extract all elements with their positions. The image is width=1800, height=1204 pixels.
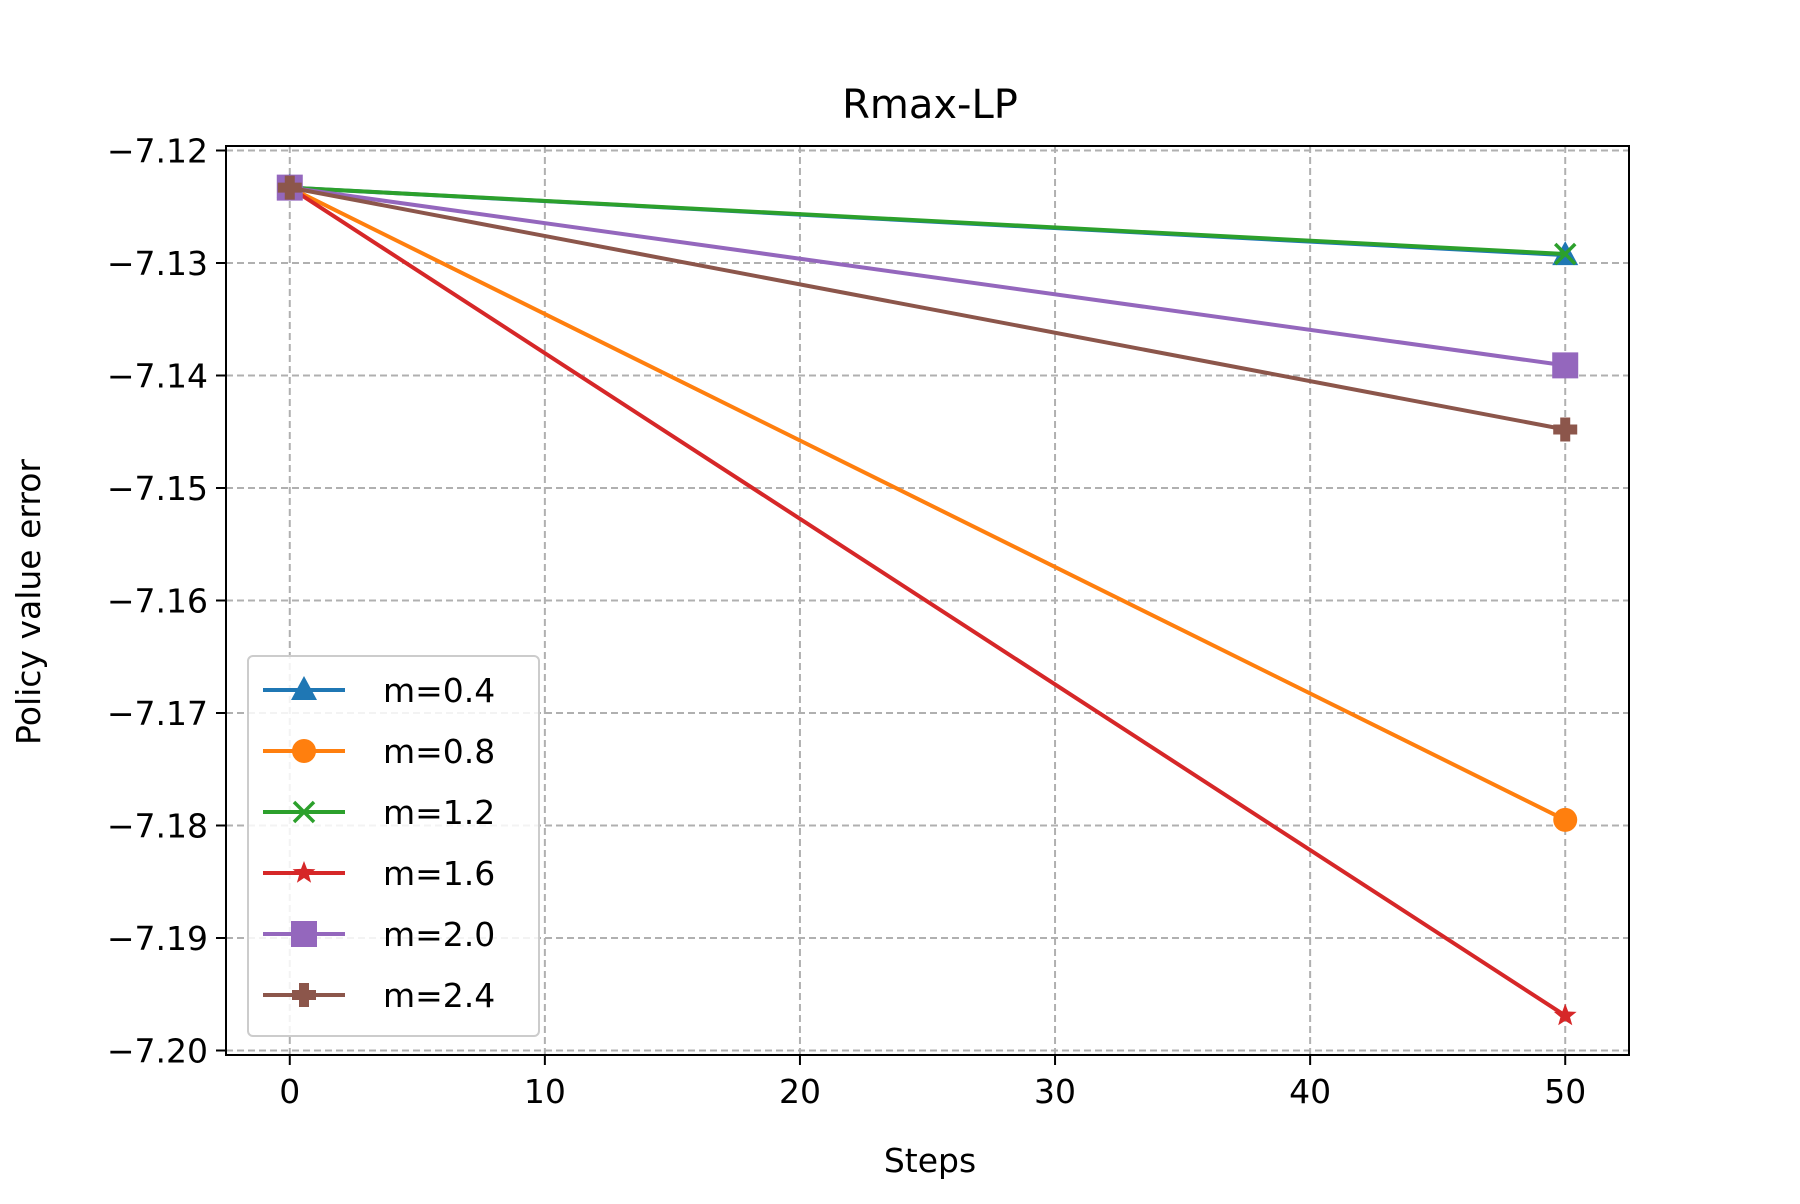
x-axis: 0 10 20 30 40 50 — [279, 1055, 1586, 1111]
legend-label: m=0.8 — [383, 732, 495, 771]
y-axis: −7.12 −7.13 −7.14 −7.15 −7.16 −7.17 −7.18 −7.19… — [107, 132, 226, 1071]
y-axis-label: Policy value error — [9, 459, 48, 745]
data-point-circle — [1553, 807, 1578, 832]
legend-item: m=2.0 — [263, 915, 495, 954]
y-tick-label: −7.16 — [107, 582, 208, 621]
legend-marker-plus — [292, 983, 316, 1007]
y-tick-label: −7.19 — [107, 919, 208, 958]
y-tick-label: −7.17 — [107, 694, 208, 733]
legend-label: m=0.4 — [383, 671, 495, 710]
legend-marker-circle — [292, 739, 316, 763]
x-axis-label: Steps — [884, 1141, 976, 1180]
x-tick-label: 30 — [1034, 1072, 1076, 1111]
series-line — [288, 185, 1567, 1018]
series-line — [288, 185, 1567, 822]
legend-marker-square — [291, 921, 317, 947]
x-tick-label: 0 — [279, 1072, 300, 1111]
series-line — [289, 185, 1566, 432]
legend-label: m=1.6 — [383, 854, 495, 893]
y-tick-label: −7.18 — [107, 807, 208, 846]
series-line — [289, 185, 1566, 256]
data-point-plus — [277, 175, 302, 200]
y-tick-label: −7.15 — [107, 469, 208, 508]
legend-marker-x — [292, 800, 316, 824]
y-tick-label: −7.12 — [107, 132, 208, 171]
legend: m=0.4 m=0.8 m=1.2 m=1.6 m=2.0 m=2.4 — [247, 655, 540, 1037]
legend-label: m=2.4 — [383, 976, 495, 1015]
legend-item: m=2.4 — [263, 976, 495, 1015]
y-tick-label: −7.13 — [107, 244, 208, 283]
legend-item: m=0.4 — [263, 671, 495, 710]
legend-label: m=1.2 — [383, 793, 495, 832]
series-group — [276, 173, 1579, 1026]
data-point-plus — [1553, 417, 1578, 442]
data-point-square — [1552, 352, 1579, 379]
data-point-x — [1553, 242, 1577, 266]
legend-item: m=1.2 — [263, 793, 495, 832]
series-m=2.4 — [277, 175, 1578, 442]
x-tick-label: 40 — [1289, 1072, 1331, 1111]
legend-item: m=0.8 — [263, 732, 495, 771]
legend-label: m=2.0 — [383, 915, 495, 954]
chart-title: Rmax-LP — [842, 82, 1018, 128]
y-tick-label: −7.14 — [107, 357, 208, 396]
x-tick-label: 50 — [1544, 1072, 1586, 1111]
data-point-star — [1553, 1003, 1577, 1026]
series-line — [289, 185, 1566, 368]
y-tick-label: −7.20 — [107, 1032, 208, 1071]
legend-item: m=1.6 — [263, 854, 495, 893]
legend-marker-triangle — [291, 676, 317, 700]
x-tick-label: 20 — [779, 1072, 821, 1111]
x-tick-label: 10 — [524, 1072, 566, 1111]
legend-marker-star — [292, 861, 316, 883]
